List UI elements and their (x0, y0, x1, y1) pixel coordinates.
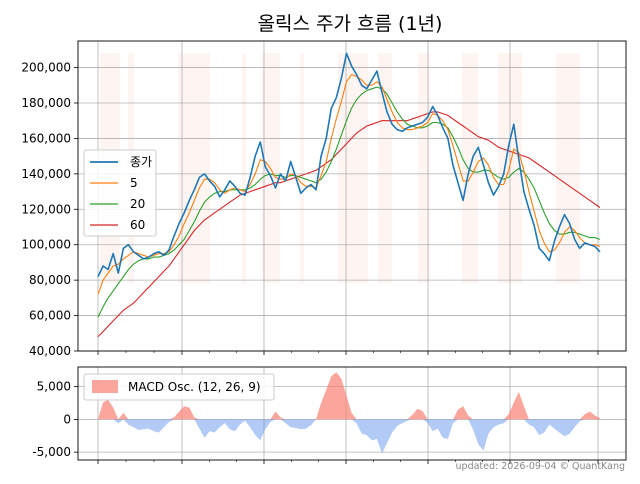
macd-ytick-label: -5,000 (32, 445, 71, 459)
price-x-ticks (97, 351, 599, 355)
price-ytick-label: 80,000 (29, 273, 71, 287)
legend-label-1: 5 (130, 176, 138, 190)
price-ytick-label: 60,000 (29, 309, 71, 323)
price-legend: 종가 5 20 60 (83, 149, 157, 237)
legend-label-2: 20 (130, 197, 145, 211)
series-line-ma-5 (97, 74, 601, 295)
macd-legend: MACD Osc. (12, 26, 9) (83, 373, 275, 401)
legend-label-3: 60 (130, 218, 145, 232)
macd-series (98, 372, 600, 454)
price-ytick-label: 40,000 (29, 344, 71, 358)
series-line-close (97, 52, 601, 277)
macd-legend-box (83, 373, 275, 401)
price-series (97, 52, 601, 338)
highlight-band (178, 53, 210, 283)
highlight-band (300, 53, 304, 283)
highlight-band (262, 53, 280, 283)
price-ytick-label: 160,000 (21, 131, 71, 145)
chart-title: 올릭스 주가 흐름 (1년) (258, 13, 443, 35)
macd-panel-frame (77, 366, 627, 461)
price-panel: 40,000 60,000 80,000 100,000 120,000 140,000 1… (21, 40, 627, 358)
updated-footer: updated: 2026-09-04 © QuantKang (456, 461, 625, 472)
macd-panel: -5,000 0 5,000 MACD Osc. (12, 26, 9) (32, 366, 627, 464)
series-line-ma-60 (97, 111, 601, 338)
macd-negative-area (98, 419, 600, 454)
price-ytick-label: 100,000 (21, 238, 71, 252)
macd-legend-label: MACD Osc. (12, 26, 9) (128, 380, 261, 394)
macd-ytick-label: 5,000 (37, 380, 71, 394)
macd-positive-area (98, 372, 600, 420)
macd-x-ticks (97, 460, 599, 464)
highlight-band (242, 53, 246, 283)
highlight-band (556, 53, 580, 283)
price-ytick-label: 200,000 (21, 61, 71, 75)
macd-ytick-label: 0 (63, 412, 71, 426)
legend-label-0: 종가 (130, 155, 152, 169)
highlight-band (378, 53, 392, 283)
macd-legend-swatch (92, 380, 118, 393)
highlight-band (418, 53, 430, 283)
macd-y-axis: -5,000 0 5,000 (32, 380, 78, 459)
price-ytick-label: 120,000 (21, 202, 71, 216)
price-ytick-label: 140,000 (21, 167, 71, 181)
price-y-axis: 40,000 60,000 80,000 100,000 120,000 140,000 1… (21, 61, 78, 358)
price-panel-frame (77, 40, 627, 352)
series-line-ma-20 (97, 86, 601, 318)
legend-box (83, 149, 157, 237)
price-ytick-label: 180,000 (21, 96, 71, 110)
